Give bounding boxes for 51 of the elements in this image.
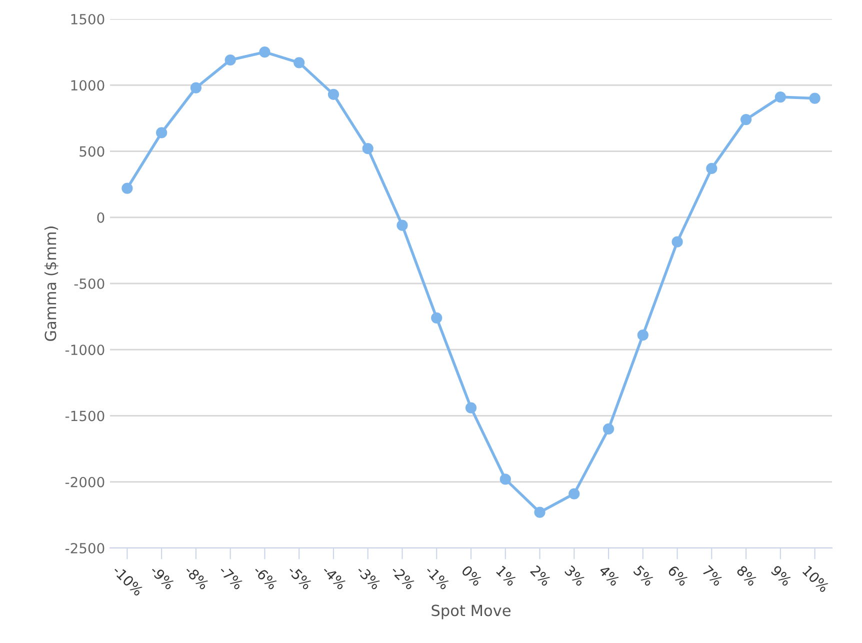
point [328, 88, 340, 100]
point [190, 82, 202, 94]
x-tick-label: 0% [461, 564, 483, 587]
x-tick-label: -3% [356, 564, 382, 590]
point [672, 236, 683, 248]
point [259, 46, 270, 58]
point [500, 474, 511, 485]
y-tick-label: 0 [97, 212, 104, 223]
y-tick-label: 1000 [71, 80, 104, 91]
x-tick-label: -7% [218, 564, 244, 590]
point [294, 57, 305, 68]
point [156, 127, 168, 138]
y-axis-title: Gamma ($mm) [44, 226, 58, 341]
point [809, 92, 820, 104]
y-tick-label: -2500 [65, 542, 104, 554]
y-tick-label: -500 [74, 278, 104, 289]
x-tick-label: 7% [702, 564, 724, 587]
x-tick-label: 2% [530, 564, 552, 587]
x-tick-label: -9% [150, 564, 176, 590]
point [740, 114, 752, 126]
x-tick-label: 9% [770, 564, 792, 587]
point [224, 54, 236, 66]
point [431, 312, 442, 324]
x-tick-label: -8% [184, 564, 210, 590]
y-tick-label: -1000 [65, 344, 104, 356]
point [122, 182, 133, 194]
point [362, 143, 374, 154]
x-tick-label: -2% [390, 564, 416, 590]
point [568, 488, 580, 500]
x-tick-label: -6% [252, 564, 278, 590]
y-tick-label: 1500 [71, 14, 104, 24]
y-tick-label: -2000 [65, 476, 104, 488]
x-tick-label: -4% [322, 564, 348, 590]
x-tick-label: 8% [736, 564, 758, 587]
x-tick-label: 6% [667, 564, 690, 587]
y-tick-label: -1500 [65, 410, 104, 422]
point [465, 402, 477, 414]
x-tick-label: 1% [496, 565, 518, 587]
point [637, 330, 648, 341]
x-tick-label: 3% [564, 564, 586, 587]
x-tick-label: 4% [598, 564, 620, 587]
point [396, 220, 408, 231]
x-tick-label: -1% [424, 564, 450, 590]
x-tick-label: 5% [633, 564, 655, 587]
point [706, 162, 718, 174]
point [602, 423, 614, 435]
y-tick-label: 500 [80, 146, 104, 157]
x-axis-title: Spot Move [432, 604, 510, 620]
point [774, 91, 786, 103]
point [534, 506, 546, 518]
x-tick-label: -5% [287, 564, 313, 590]
